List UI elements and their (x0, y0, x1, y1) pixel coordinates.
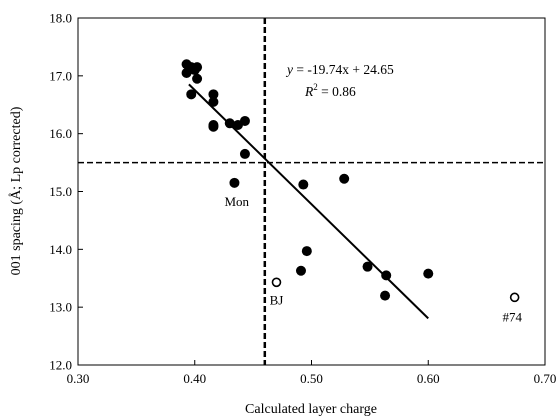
data-point-open (509, 292, 520, 303)
point-annotation: Mon (224, 194, 249, 209)
reference-lines (78, 18, 545, 365)
data-point (208, 121, 219, 132)
y-tick-label: 14.0 (49, 242, 72, 257)
plot-area (77, 17, 546, 366)
y-tick-label: 18.0 (49, 11, 72, 26)
y-tick-label: 15.0 (49, 184, 72, 199)
data-point (208, 89, 219, 100)
r-squared: R2 = 0.86 (304, 82, 356, 99)
x-axis-title: Calculated layer charge (245, 402, 377, 417)
y-tick-label: 13.0 (49, 300, 72, 315)
data-point (295, 265, 306, 276)
data-point (186, 89, 197, 100)
data-points (181, 59, 520, 303)
point-annotations: Mon BJ #74 (224, 194, 522, 325)
data-point (301, 246, 312, 257)
point-annotation: BJ (270, 292, 284, 307)
y-axis-title: 001 spacing (Å; Lp corrected) (8, 106, 24, 275)
y-tick-label: 17.0 (49, 68, 72, 83)
data-point (224, 118, 235, 129)
data-point (298, 179, 309, 190)
data-point (239, 148, 250, 159)
data-point (362, 261, 373, 272)
x-tick-label: 0.70 (534, 371, 557, 386)
data-point (339, 173, 350, 184)
x-tick-labels: 0.30 0.40 0.50 0.60 0.70 (67, 371, 557, 386)
y-tick-label: 12.0 (49, 358, 72, 373)
y-tick-labels: 12.0 13.0 14.0 15.0 16.0 17.0 18.0 (49, 11, 72, 373)
data-point (381, 270, 392, 281)
x-tick-label: 0.40 (183, 371, 206, 386)
x-tick-label: 0.60 (417, 371, 440, 386)
x-tick-label: 0.30 (67, 371, 90, 386)
data-point (192, 73, 203, 84)
data-point-open (271, 277, 282, 288)
data-point (423, 268, 434, 279)
data-point (380, 290, 391, 301)
data-point (208, 96, 219, 107)
y-tick-label: 16.0 (49, 126, 72, 141)
equation-line: y = -19.74x + 24.65 (285, 62, 394, 77)
axis-ticks (77, 17, 546, 366)
data-point (229, 177, 240, 188)
x-tick-label: 0.50 (300, 371, 323, 386)
data-point (239, 115, 250, 126)
point-annotation: #74 (503, 310, 523, 325)
data-point (192, 62, 203, 73)
